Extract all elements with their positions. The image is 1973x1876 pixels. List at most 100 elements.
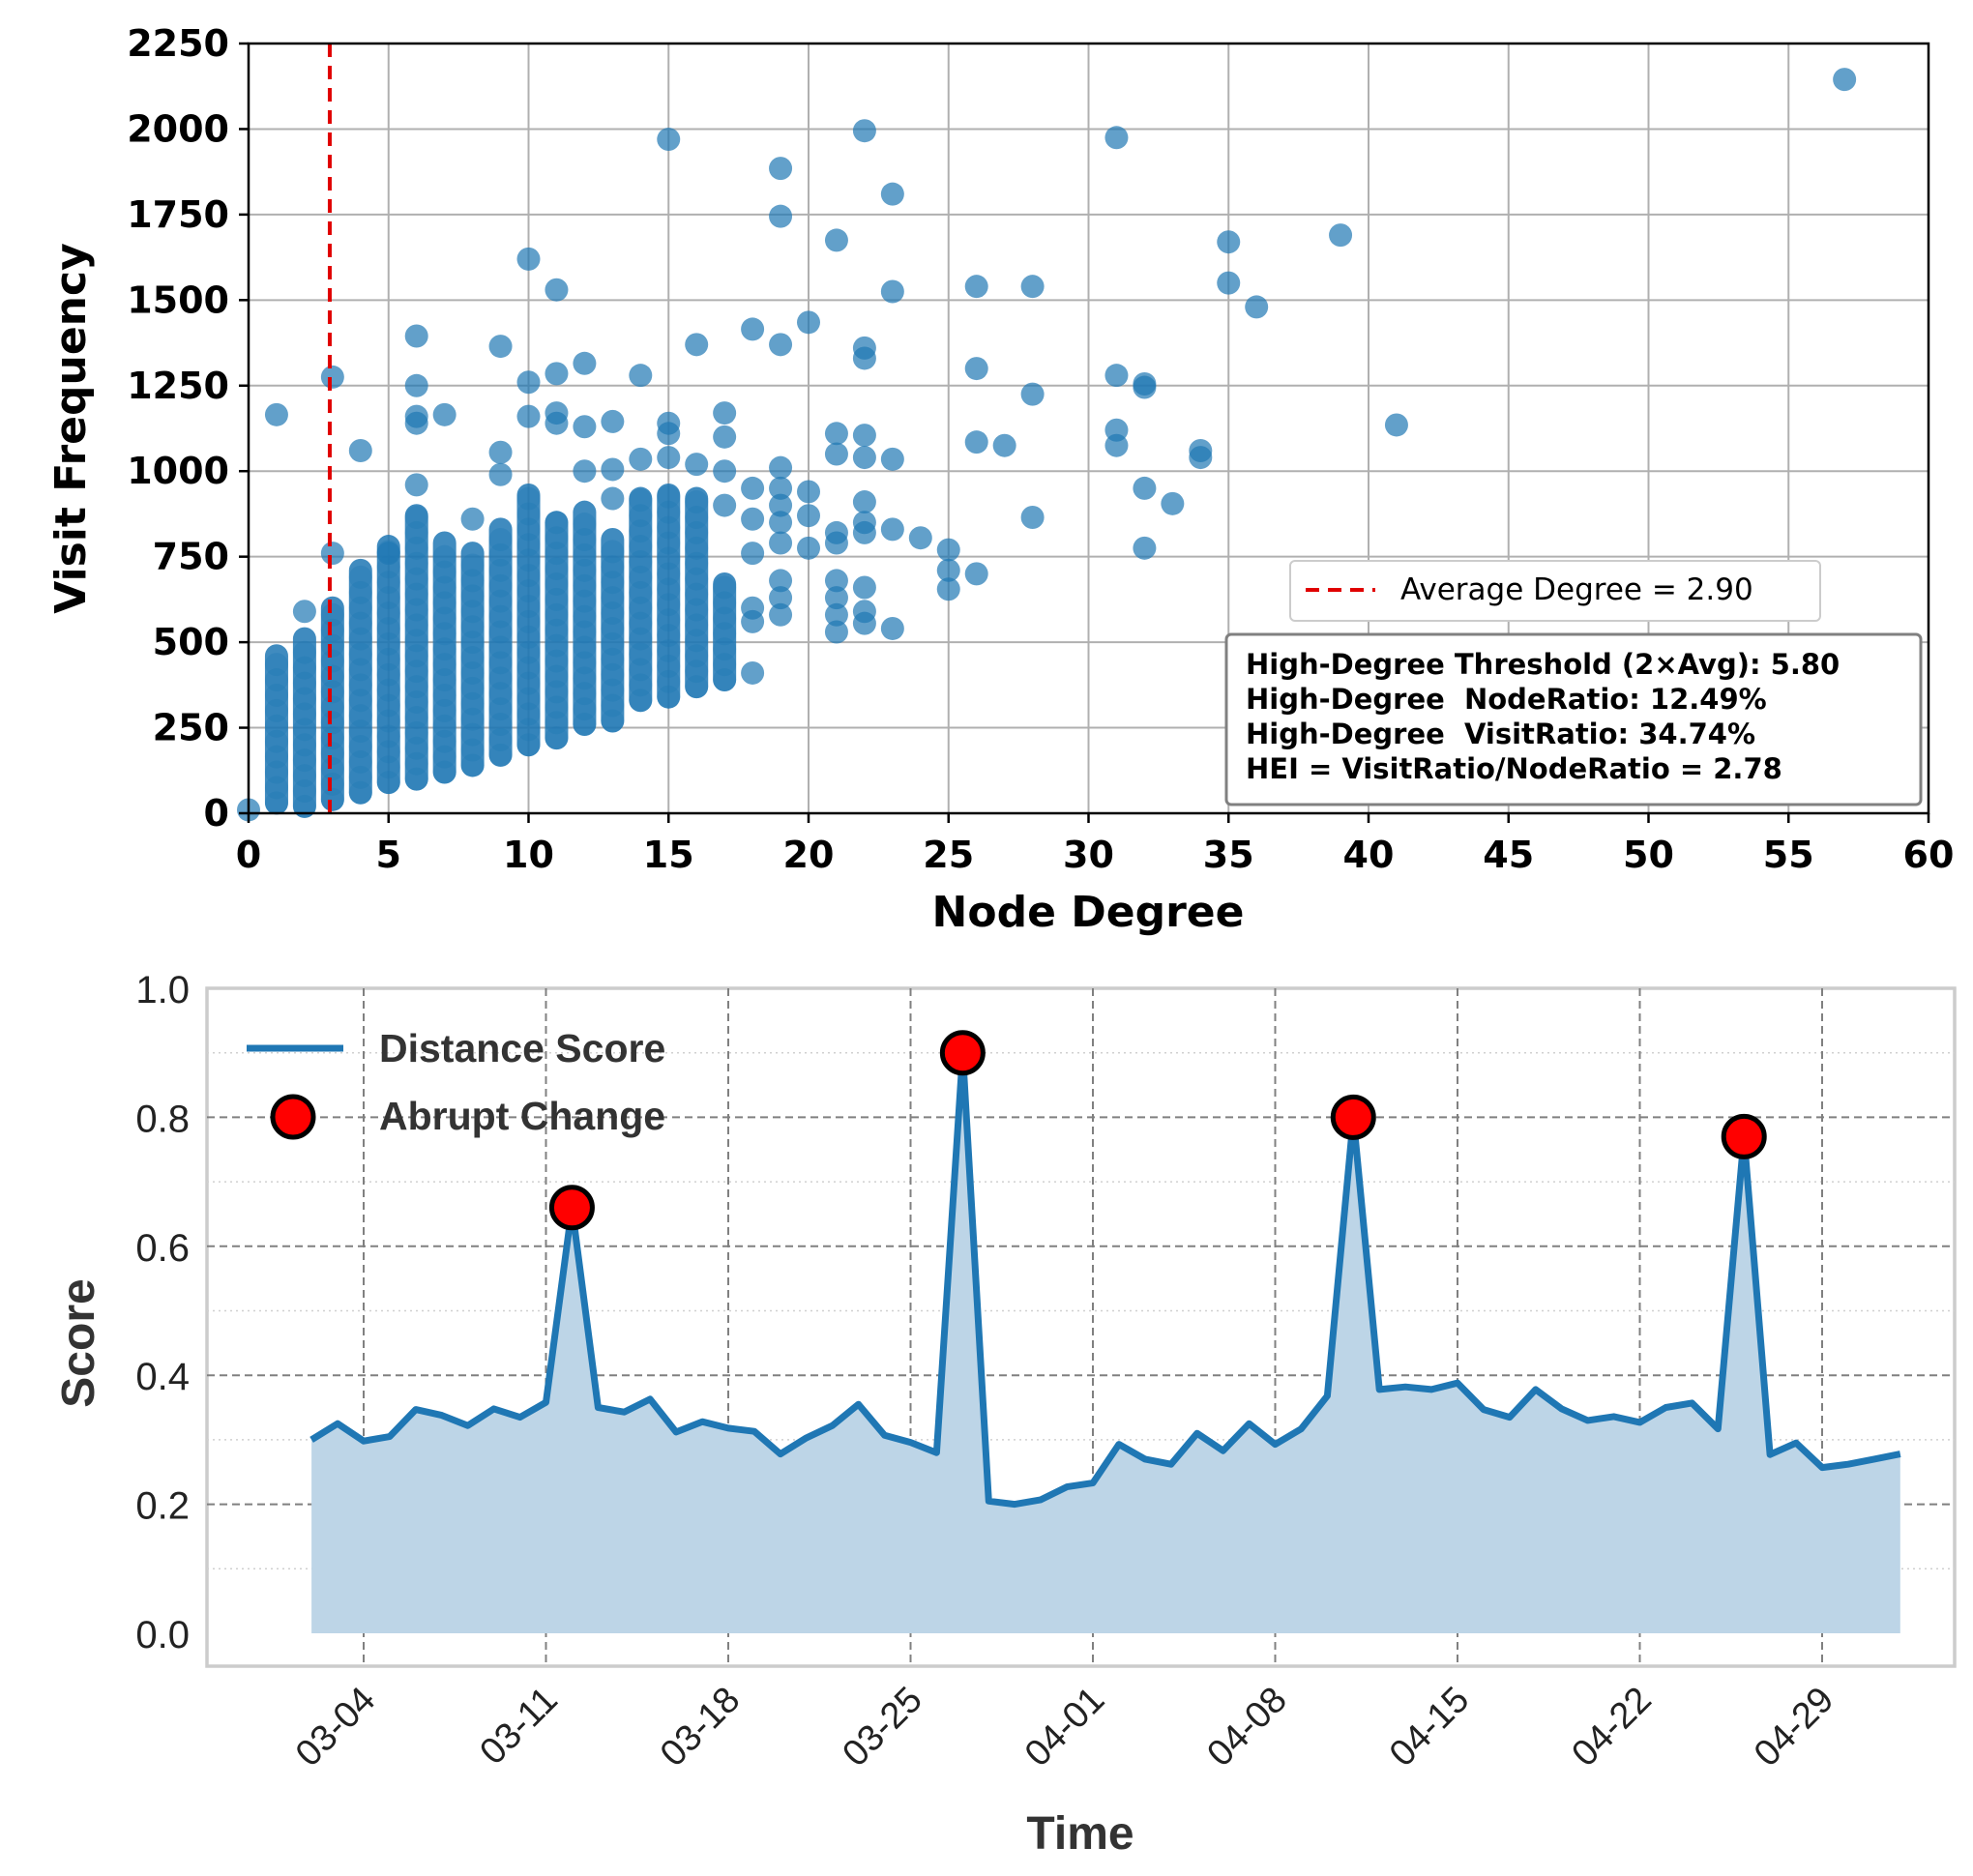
- scatter-point: [629, 658, 653, 682]
- abrupt-change-marker: [548, 1185, 595, 1231]
- scatter-point: [769, 586, 793, 610]
- scatter-point: [769, 531, 793, 555]
- annotation-threshold: High-Degree Threshold (2×Avg): 5.80: [1246, 648, 1840, 681]
- scatter-point: [432, 606, 456, 630]
- scatter-point: [292, 656, 316, 680]
- scatter-point: [685, 644, 709, 668]
- scatter-point: [320, 757, 344, 781]
- scatter-point: [797, 480, 820, 504]
- line-y-ticks: 0.0 0.2 0.4 0.6 0.8 1.0: [135, 969, 190, 1656]
- scatter-point: [348, 438, 372, 462]
- scatter-point: [516, 486, 541, 511]
- scatter-point: [1189, 446, 1213, 470]
- scatter-point: [685, 520, 709, 544]
- scatter-point: [629, 549, 653, 573]
- scatter-point: [629, 504, 653, 528]
- scatter-point: [964, 357, 988, 381]
- scatter-point: [824, 422, 848, 446]
- scatter-y-tick-label: 1250: [127, 365, 229, 407]
- scatter-point: [320, 680, 344, 704]
- scatter-point: [573, 604, 597, 629]
- line-y-tick-label: 0.2: [135, 1485, 190, 1528]
- scatter-point: [685, 629, 709, 653]
- scatter-point: [516, 548, 541, 572]
- scatter-point: [880, 182, 904, 206]
- scatter-point: [432, 575, 456, 600]
- scatter-point: [629, 673, 653, 697]
- scatter-x-tick-label: 15: [643, 834, 694, 876]
- scatter-point: [713, 591, 737, 615]
- scatter-point: [348, 689, 372, 713]
- scatter-x-ticks: 0 5 10 15 20 25 30 35 40 45 50 55 60: [236, 813, 1954, 876]
- scatter-point: [320, 664, 344, 689]
- scatter-point: [516, 609, 541, 633]
- scatter-point: [516, 625, 541, 649]
- scatter-point: [769, 455, 793, 480]
- distance-score-area: [311, 1052, 1900, 1633]
- scatter-point: [545, 411, 569, 435]
- scatter-point: [376, 662, 400, 687]
- legend-distance-score-label: Distance Score: [379, 1026, 665, 1070]
- scatter-point: [404, 598, 428, 622]
- scatter-point: [376, 647, 400, 671]
- scatter-point: [432, 591, 456, 615]
- scatter-point: [573, 542, 597, 567]
- scatter-point: [516, 533, 541, 557]
- scatter-point: [545, 278, 569, 302]
- scatter-point: [629, 611, 653, 635]
- scatter-x-tick-label: 25: [923, 834, 974, 876]
- scatter-x-tick-label: 0: [236, 834, 261, 876]
- scatter-point: [348, 565, 372, 589]
- abrupt-change-markers: [548, 1030, 1767, 1231]
- scatter-point: [657, 515, 681, 540]
- scatter-point: [404, 567, 428, 591]
- scatter-point: [657, 531, 681, 555]
- scatter-point: [601, 647, 625, 671]
- scatter-point: [320, 726, 344, 750]
- scatter-point: [264, 776, 288, 800]
- scatter-point: [657, 128, 681, 152]
- scatter-point: [432, 637, 456, 661]
- scatter-point: [685, 613, 709, 637]
- scatter-point: [685, 551, 709, 575]
- scatter-point: [713, 459, 737, 484]
- scatter-point: [460, 600, 485, 624]
- scatter-point: [488, 697, 513, 721]
- annotation-visit-ratio: High-Degree VisitRatio: 34.74%: [1246, 718, 1755, 750]
- scatter-point: [824, 228, 848, 252]
- scatter-x-axis-label: Node Degree: [932, 888, 1245, 937]
- scatter-point: [713, 622, 737, 646]
- scatter-point: [629, 488, 653, 513]
- scatter-chart: 0 5 10 15 20 25 30 35 40 45 50 55 60 0 250 500 750 1000 1…: [46, 22, 1954, 937]
- line-y-tick-label: 0.0: [135, 1614, 190, 1656]
- scatter-point: [516, 502, 541, 526]
- scatter-point: [516, 594, 541, 618]
- scatter-point: [488, 743, 513, 767]
- scatter-point: [488, 589, 513, 613]
- scatter-point-column: [348, 558, 372, 805]
- scatter-point: [769, 493, 793, 517]
- scatter-point: [460, 753, 485, 777]
- line-x-tick-label: 03-25: [835, 1680, 929, 1774]
- scatter-point: [908, 526, 932, 550]
- line-y-tick-label: 0.6: [135, 1227, 190, 1270]
- scatter-x-tick-label: 55: [1763, 834, 1814, 876]
- scatter-point: [292, 640, 316, 664]
- scatter-point: [264, 668, 288, 692]
- scatter-point: [264, 683, 288, 707]
- scatter-point: [573, 459, 597, 484]
- scatter-legend-box: [1289, 560, 1821, 622]
- scatter-point: [348, 780, 372, 805]
- scatter-point: [404, 690, 428, 715]
- scatter-point: [657, 669, 681, 693]
- scatter-point: [852, 346, 876, 370]
- line-chart: 03-04 03-11 03-18 03-25 04-01 04-08 04-15 04-22…: [53, 969, 1957, 1860]
- scatter-point: [292, 748, 316, 773]
- scatter-point-column: [573, 500, 597, 737]
- scatter-point: [824, 602, 848, 627]
- scatter-point: [573, 527, 597, 551]
- scatter-point: [460, 569, 485, 593]
- scatter-point: [601, 631, 625, 656]
- scatter-point: [573, 713, 597, 737]
